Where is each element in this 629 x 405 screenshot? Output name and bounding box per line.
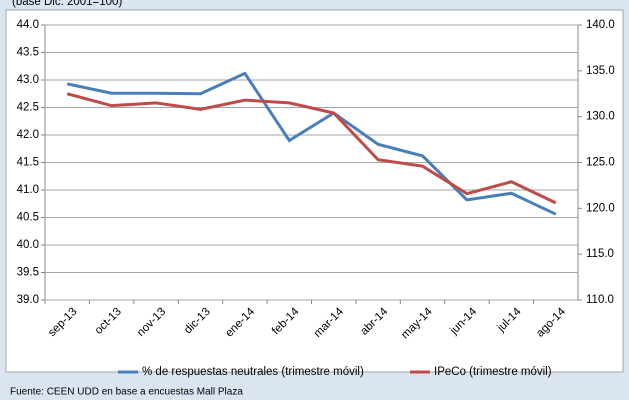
- y2-tick-label: 140.0: [586, 19, 615, 31]
- chart-subtitle: (base Dic. 2001=100): [12, 0, 122, 8]
- legend-label: IPeCo (trimestre móvil): [434, 366, 552, 378]
- y2-tick-label: 130.0: [586, 111, 615, 123]
- y-tick-label: 43.5: [17, 47, 39, 59]
- y-tick-label: 41.5: [17, 157, 39, 169]
- y-tick-label: 40.5: [17, 212, 39, 224]
- series-line: [66, 92, 557, 205]
- y-tick-label: 40.0: [17, 239, 39, 251]
- source: Fuente: CEEN UDD en base a encuestas Mal…: [10, 387, 243, 398]
- y-tick-label: 43.0: [17, 74, 39, 86]
- legend-label: % de respuestas neutrales (trimestre móv…: [142, 366, 364, 378]
- y-tick-label: 39.0: [17, 294, 39, 306]
- y-tick-label: 42.0: [17, 129, 39, 141]
- y2-tick-label: 110.0: [586, 294, 614, 306]
- y-tick-label: 39.5: [17, 267, 39, 279]
- series-line: [66, 71, 557, 216]
- chart-area: [5, 9, 624, 373]
- y2-tick-label: 125.0: [586, 157, 615, 169]
- y2-tick-label: 115.0: [586, 248, 614, 260]
- y2-tick-label: 120.0: [586, 202, 615, 214]
- y-tick-label: 44.0: [17, 19, 39, 31]
- y2-tick-label: 135.0: [586, 65, 615, 77]
- y-tick-label: 42.5: [17, 102, 39, 114]
- y-tick-label: 41.0: [17, 184, 39, 196]
